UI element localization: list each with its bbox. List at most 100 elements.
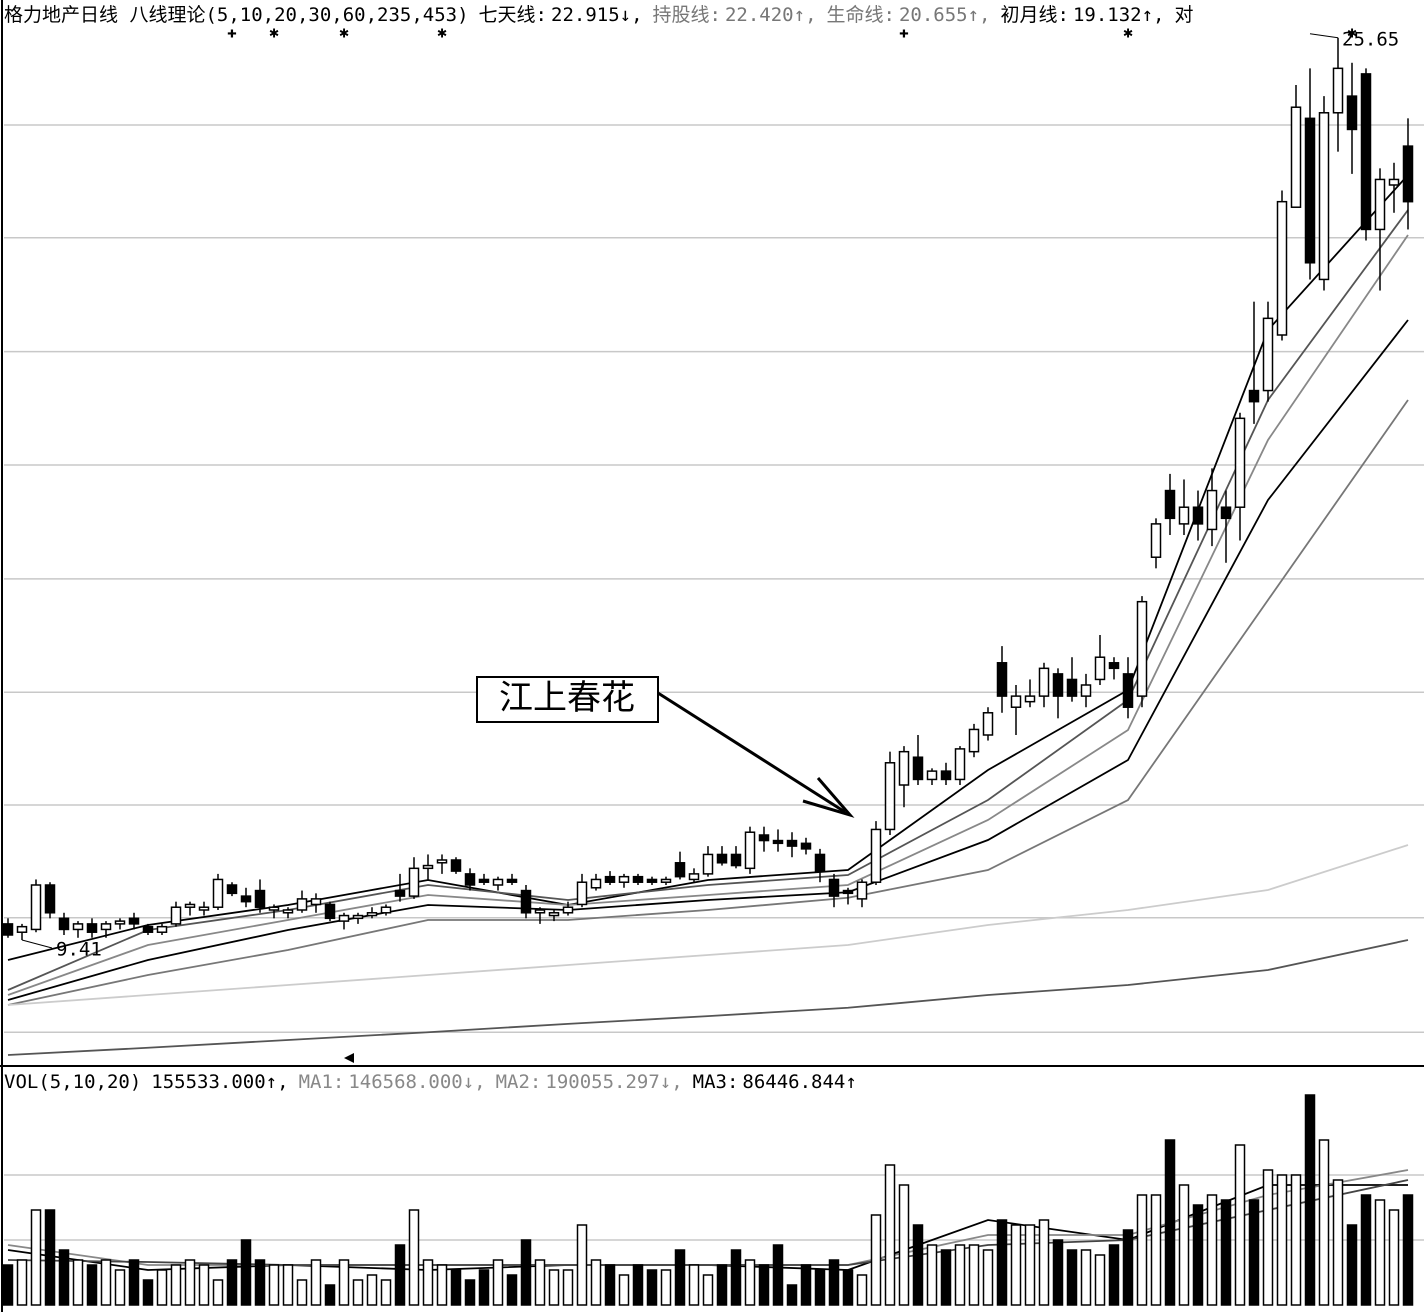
- volume-bar: [968, 1244, 980, 1306]
- volume-bar: [716, 1264, 728, 1306]
- candle-body: [2, 923, 14, 936]
- ma-line: [7, 939, 1409, 1056]
- signal: ✱: [1123, 23, 1133, 42]
- header-value: 190055.297: [545, 1071, 659, 1093]
- volume-bar: [1024, 1224, 1036, 1306]
- volume-bar: [492, 1259, 504, 1306]
- volume-bar: [1010, 1224, 1022, 1306]
- candle-body: [1220, 506, 1232, 520]
- candle-body: [1206, 489, 1218, 531]
- signal: ✱: [269, 23, 279, 42]
- candle-body: [184, 903, 196, 908]
- header-arrow: ↑: [845, 1071, 856, 1093]
- header-label: 七天线:: [479, 4, 547, 26]
- volume-bar: [1234, 1144, 1246, 1306]
- volume-bar: [1052, 1239, 1064, 1306]
- volume-bar: [464, 1279, 476, 1306]
- ma-line: [7, 209, 1409, 991]
- volume-bar: [912, 1224, 924, 1306]
- callout-arrowhead: [802, 777, 855, 818]
- candle-body: [772, 839, 784, 845]
- ma-line: [7, 844, 1409, 1006]
- candle-body: [1262, 317, 1274, 392]
- candle-body: [1248, 389, 1260, 403]
- low-label: 9.41: [56, 939, 102, 961]
- volume-bar: [646, 1269, 658, 1306]
- volume-bar: [478, 1269, 490, 1306]
- header-arrow: ↑,: [968, 4, 991, 26]
- volume-bar: [114, 1269, 126, 1306]
- volume-bar: [1304, 1094, 1316, 1306]
- callout-box: [476, 676, 659, 723]
- volume-bar: [1094, 1254, 1106, 1306]
- volume-bar: [660, 1269, 672, 1306]
- candle-body: [492, 878, 504, 886]
- volume-bar: [1164, 1139, 1176, 1306]
- volume-bar: [142, 1279, 154, 1306]
- volume-bar: [870, 1214, 882, 1306]
- header-arrow: ↓,: [620, 4, 643, 26]
- candle-body: [464, 873, 476, 886]
- candle-body: [884, 762, 896, 831]
- volume-bar: [1066, 1249, 1078, 1306]
- volume-bar: [996, 1219, 1008, 1306]
- candle-body: [716, 853, 728, 864]
- volume-bar: [198, 1264, 210, 1306]
- header-title: VOL(5,10,20): [4, 1071, 141, 1093]
- candle-body: [156, 925, 168, 933]
- volume-bar: [72, 1259, 84, 1306]
- volume-bar: [898, 1184, 910, 1306]
- header-value: 22.915: [551, 4, 620, 26]
- volume-bar: [1150, 1194, 1162, 1306]
- volume-bar: [156, 1269, 168, 1306]
- candle-body: [562, 906, 574, 914]
- candle-body: [982, 712, 994, 736]
- candle-body: [114, 920, 126, 925]
- volume-bar: [772, 1244, 784, 1306]
- candle-body: [1024, 695, 1036, 703]
- volume-bar: [1290, 1174, 1302, 1306]
- volume-bar: [450, 1269, 462, 1306]
- candle-body: [380, 906, 392, 914]
- candle-body: [940, 770, 952, 781]
- candle-body: [436, 859, 448, 864]
- volume-bar: [1080, 1249, 1092, 1306]
- candle-body: [296, 898, 308, 911]
- candle-body: [198, 906, 210, 911]
- volume-bar: [408, 1209, 420, 1306]
- candle-body: [212, 878, 224, 908]
- volume-bar: [1374, 1199, 1386, 1306]
- candle-body: [1332, 67, 1344, 114]
- candle-body: [1094, 656, 1106, 681]
- candle-body: [1360, 73, 1372, 231]
- volume-bar: [352, 1279, 364, 1306]
- marks: ✚ ✱ ✱ ✱ ✚ ✱ ✱ 9.41 25.65: [2, 23, 1414, 1306]
- candle-body: [1276, 200, 1288, 336]
- price-header: 格力地产日线 八线理论(5,10,20,30,60,235,453) 七天线: 22…: [4, 4, 1194, 26]
- volume-bar: [1248, 1199, 1260, 1306]
- candle-body: [268, 906, 280, 911]
- volume-bar: [1192, 1204, 1204, 1306]
- header-value: 86446.844: [742, 1071, 845, 1093]
- volume-bar: [1318, 1139, 1330, 1306]
- candle-body: [1010, 695, 1022, 708]
- header-arrow: ↓,: [463, 1071, 486, 1093]
- volume-bar: [338, 1259, 350, 1306]
- volume-bar: [422, 1259, 434, 1306]
- header-value: 155533.000: [151, 1071, 265, 1093]
- volume-bar: [394, 1244, 406, 1306]
- header-arrow: ↑,: [1142, 4, 1165, 26]
- volume-bar: [730, 1249, 742, 1306]
- candle-body: [100, 923, 112, 931]
- candle-body: [954, 748, 966, 781]
- callout-arrow: [657, 691, 846, 814]
- volume-bar: [1388, 1209, 1400, 1306]
- volume-bar: [268, 1264, 280, 1306]
- candle-body: [590, 878, 602, 889]
- ma-line: [7, 319, 1409, 1001]
- volume-bar: [2, 1264, 14, 1306]
- volume-bar: [170, 1264, 182, 1306]
- volume-bar: [758, 1264, 770, 1306]
